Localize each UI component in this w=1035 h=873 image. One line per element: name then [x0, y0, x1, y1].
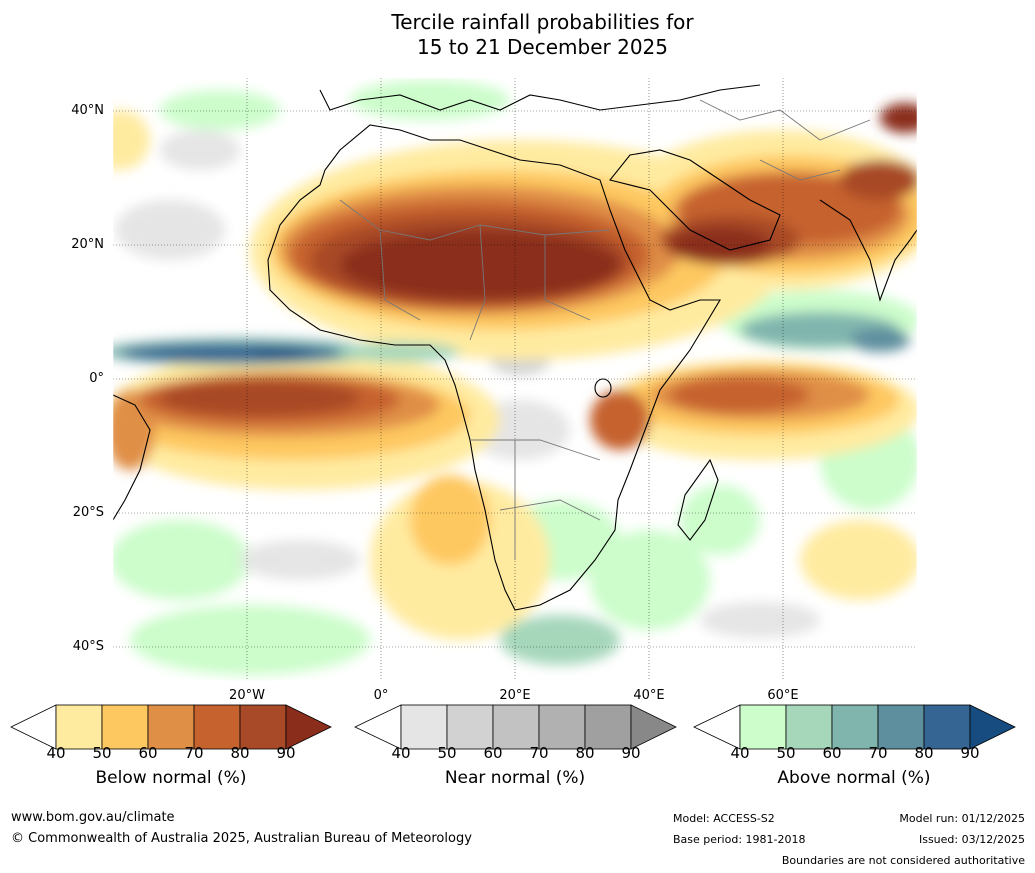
country-borders — [339, 99, 871, 560]
legend-above-tick: 80 — [914, 744, 934, 762]
legend-below-bar — [10, 704, 332, 750]
lat-label-0: 0° — [89, 371, 104, 386]
legend-near-tick: 60 — [483, 744, 503, 762]
footer-website: www.bom.gov.au/climate — [11, 810, 175, 825]
legend-above-label: Above normal (%) — [777, 768, 931, 788]
legend-above-tick: 50 — [776, 744, 796, 762]
title-line-2: 15 to 21 December 2025 — [416, 35, 668, 59]
footer-copyright: © Commonwealth of Australia 2025, Austra… — [11, 831, 472, 846]
legend-above-tick: 70 — [868, 744, 888, 762]
legend-near-bar — [354, 704, 677, 750]
lat-label-40n: 40°N — [71, 103, 104, 118]
lat-label-20s: 20°S — [72, 505, 104, 520]
legend-below-tick: 90 — [276, 744, 296, 762]
legend-above-tick: 90 — [960, 744, 980, 762]
lat-label-40s: 40°S — [72, 639, 104, 654]
chart-title: Tercile rainfall probabilities for 15 to… — [0, 10, 1035, 60]
lon-label-20e: 20°E — [499, 688, 531, 703]
legend-near-tick: 80 — [575, 744, 595, 762]
footer-model-run: Model run: 01/12/2025 — [899, 812, 1025, 825]
legend-near-tick: 40 — [391, 744, 411, 762]
lon-label-20w: 20°W — [229, 688, 265, 703]
lon-label-60e: 60°E — [767, 688, 799, 703]
legend-above-bar — [693, 704, 1016, 750]
legend-below-tick: 50 — [92, 744, 112, 762]
lat-label-20n: 20°N — [71, 237, 104, 252]
legend-below-tick: 40 — [46, 744, 66, 762]
lon-label-40e: 40°E — [633, 688, 665, 703]
legend-near-tick: 70 — [529, 744, 549, 762]
legend-below-tick: 60 — [138, 744, 158, 762]
legend-near-label: Near normal (%) — [444, 768, 586, 788]
legend-above-tick: 40 — [730, 744, 750, 762]
footer-issued: Issued: 03/12/2025 — [918, 833, 1025, 846]
coastlines — [113, 84, 917, 611]
legend-below-tick: 70 — [184, 744, 204, 762]
legend-above-tick: 60 — [822, 744, 842, 762]
footer-base-period: Base period: 1981-2018 — [673, 833, 806, 846]
legend-below-tick: 80 — [230, 744, 250, 762]
probability-field — [113, 78, 917, 681]
title-line-1: Tercile rainfall probabilities for — [391, 10, 694, 34]
legend-near-tick: 50 — [437, 744, 457, 762]
legend-below-label: Below normal (%) — [95, 768, 247, 788]
footer-boundaries-note: Boundaries are not considered authoritat… — [781, 854, 1025, 867]
lon-label-0: 0° — [373, 688, 389, 703]
legend-near-tick: 90 — [621, 744, 641, 762]
footer-model: Model: ACCESS-S2 — [673, 812, 775, 825]
